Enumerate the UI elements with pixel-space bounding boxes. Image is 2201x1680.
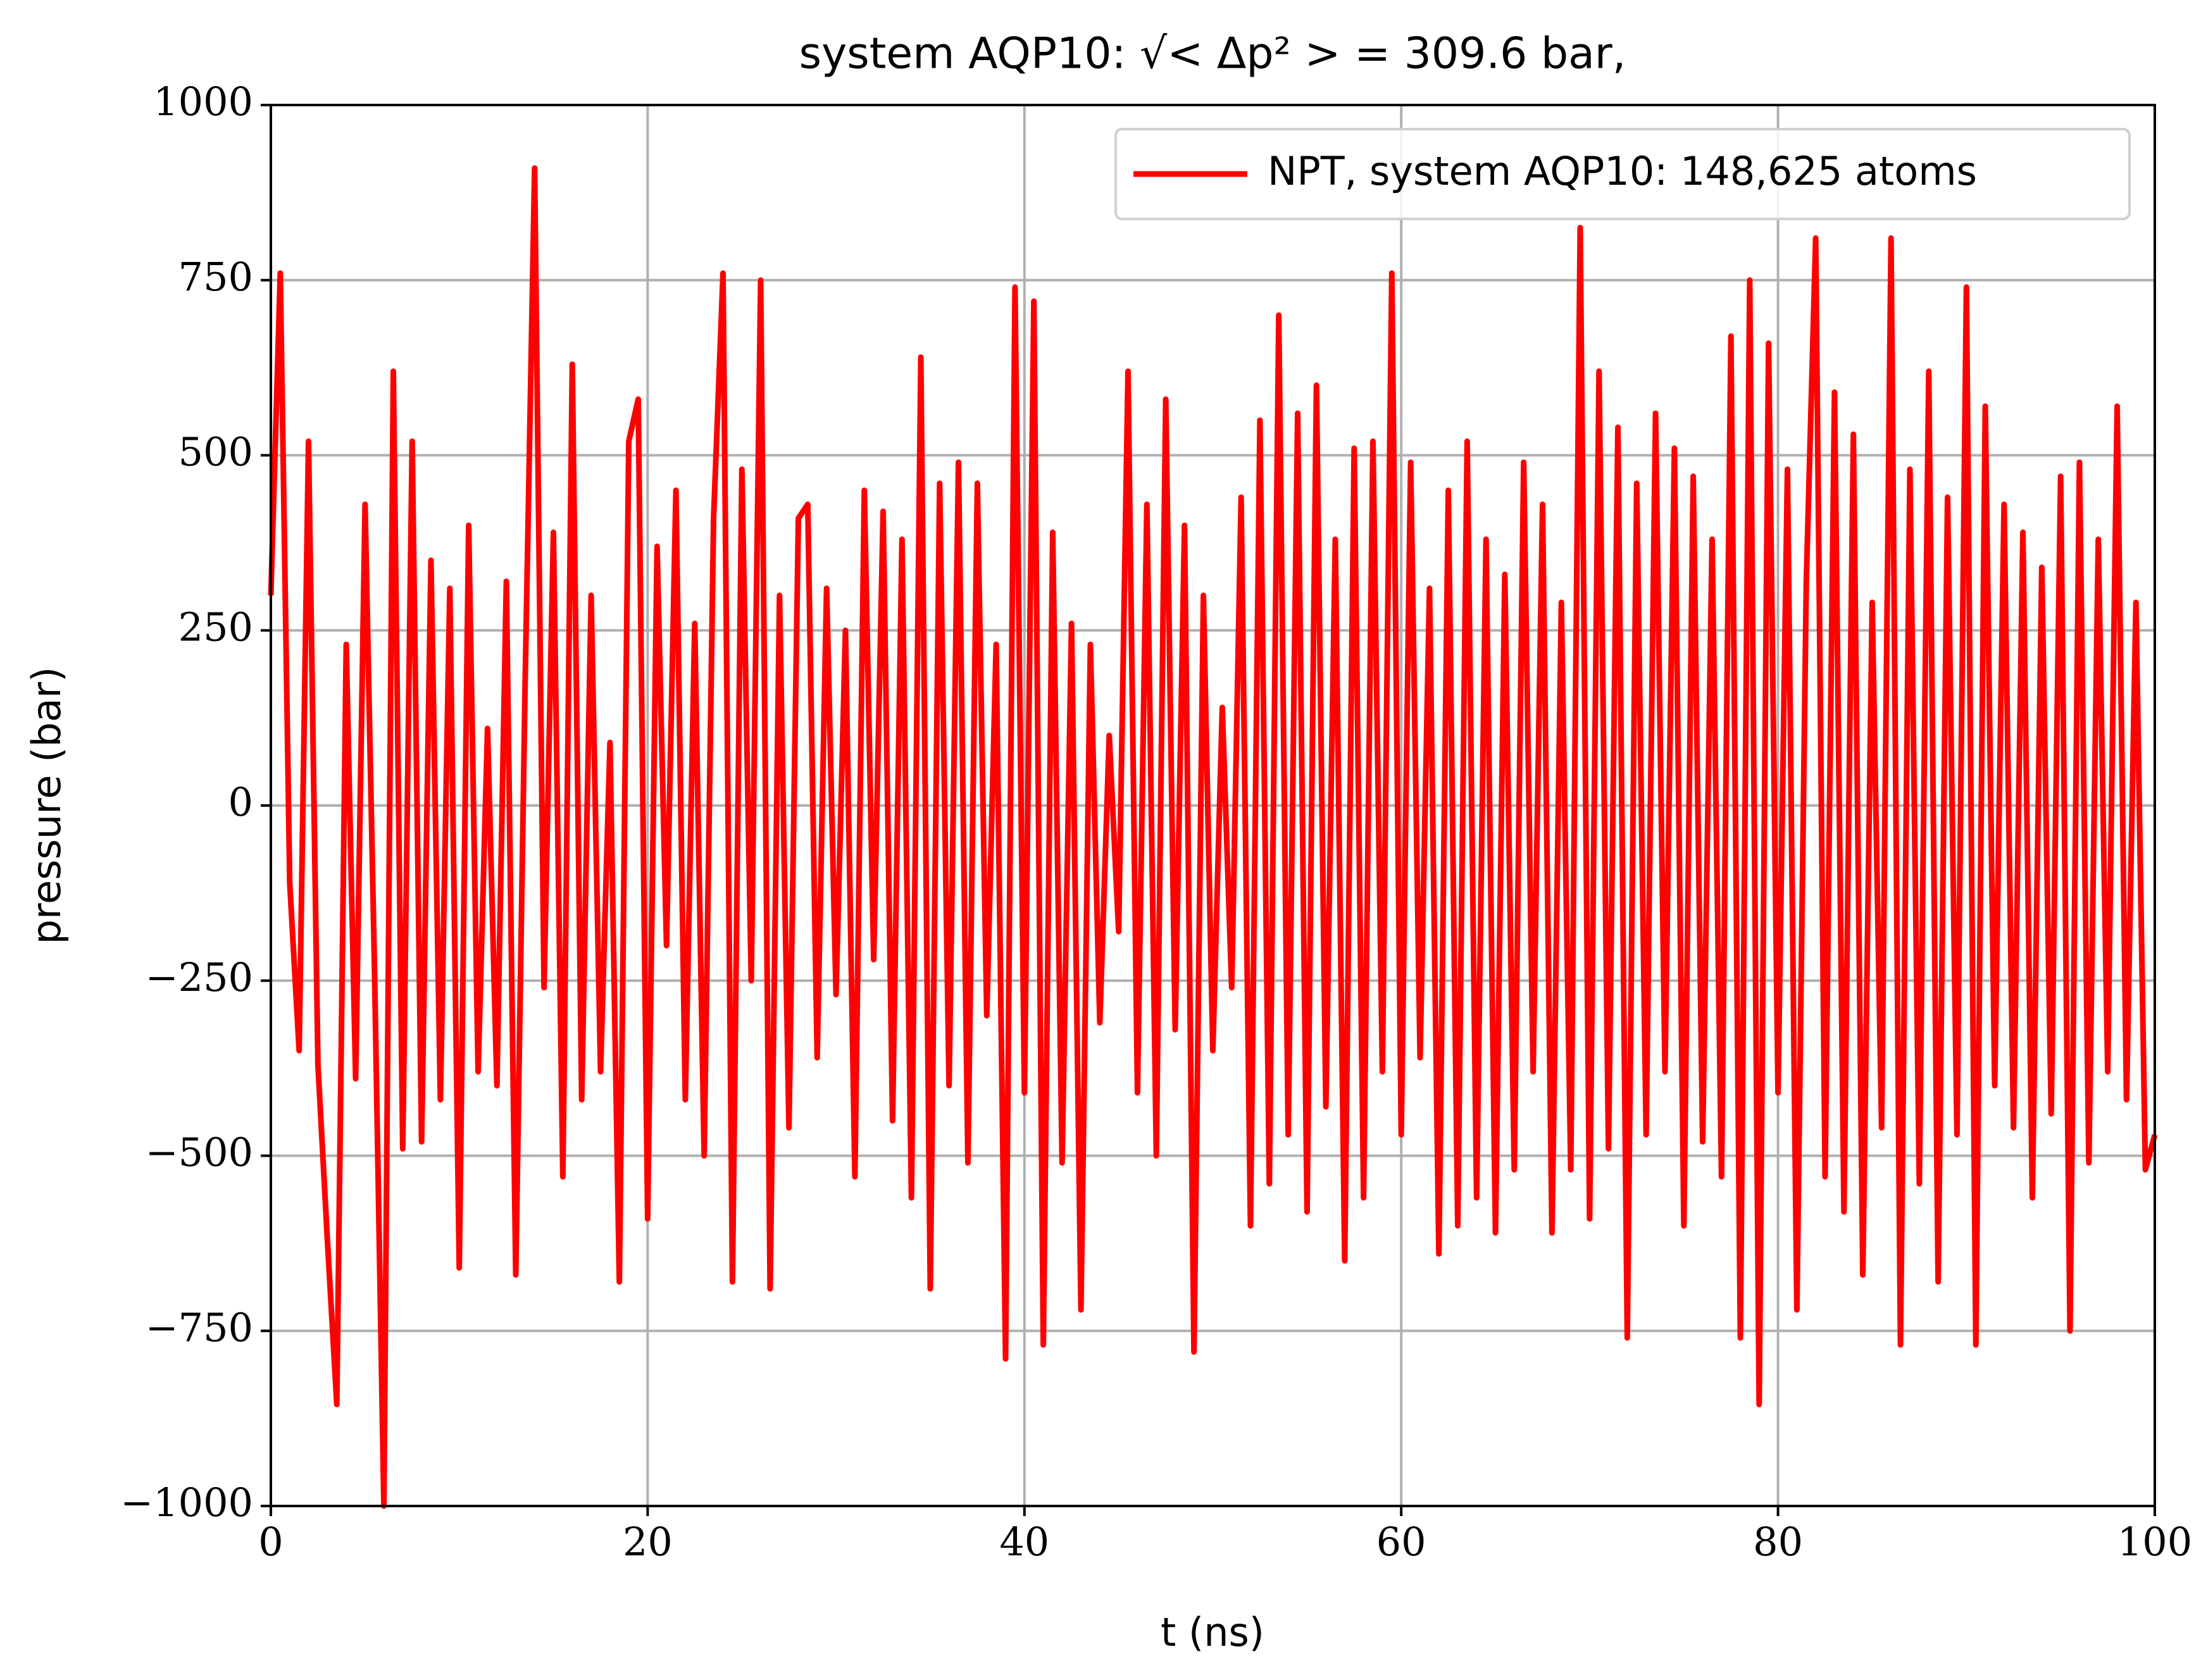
y-tick-label: −750 [146,1304,253,1350]
y-tick-label: −250 [146,954,253,1000]
y-tick-label: 1000 [153,78,253,125]
x-tick-label: 20 [623,1519,673,1565]
x-tick-label: 60 [1376,1519,1426,1565]
chart-title: system AQP10: √< Δp² > = 309.6 bar, [799,29,1626,79]
x-tick-label: 0 [258,1519,283,1565]
y-tick-label: −1000 [120,1479,253,1526]
legend-box [1114,128,2131,220]
plot-frame [270,104,2156,1507]
y-tick-label: 750 [178,254,253,300]
y-tick-label: 500 [178,429,253,475]
x-tick-label: 80 [1753,1519,1803,1565]
legend-label: NPT, system AQP10: 148,625 atoms [1268,148,1977,194]
y-tick-label: 250 [178,604,253,650]
x-tick-label: 40 [999,1519,1049,1565]
y-tick-label: 0 [228,779,253,825]
y-tick-label: −500 [146,1129,253,1176]
data-line [268,165,2158,1509]
x-axis-label: t (ns) [1161,1609,1264,1655]
y-axis-label: pressure (bar) [23,667,70,945]
x-tick-label: 100 [2117,1519,2192,1565]
